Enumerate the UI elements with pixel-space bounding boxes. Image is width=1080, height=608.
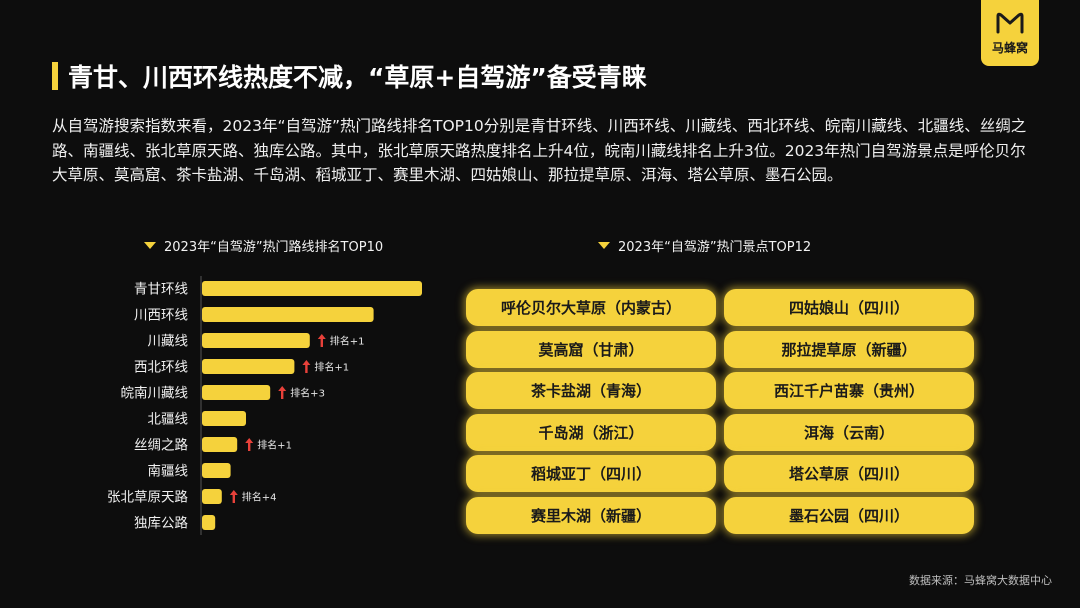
rank-change-label: 排名+1 — [257, 439, 292, 452]
m-logo-icon — [996, 12, 1024, 34]
spot-pill: 墨石公园（四川） — [724, 496, 974, 534]
route-bar — [202, 437, 238, 452]
spot-pill: 洱海（云南） — [724, 413, 974, 451]
triangle-icon — [598, 242, 610, 249]
category-label: 独库公路 — [134, 516, 188, 532]
route-bar — [202, 333, 310, 348]
page-title: 青甘、川西环线热度不减，“草原+自驾游”备受青睐 — [68, 63, 647, 92]
route-bar — [202, 411, 246, 426]
rank-change-label: 排名+3 — [290, 387, 325, 400]
rank-up-arrow-icon — [229, 490, 238, 503]
brand-name: 马蜂窝 — [991, 41, 1028, 55]
triangle-icon — [144, 242, 156, 249]
route-bar — [202, 281, 422, 296]
category-label: 川藏线 — [148, 334, 189, 350]
route-bar — [202, 385, 271, 400]
route-bar — [202, 359, 295, 374]
spot-pill: 莫高窟（甘肃） — [466, 330, 716, 368]
spot-pill: 四姑娘山（四川） — [724, 289, 974, 326]
rank-change-label: 排名+1 — [314, 361, 349, 374]
rank-change-label: 排名+1 — [330, 335, 365, 348]
category-label: 张北草原天路 — [107, 490, 188, 506]
route-bar — [202, 463, 231, 478]
category-label: 川西环线 — [134, 308, 188, 324]
data-source: 数据来源：马蜂窝大数据中心 — [909, 574, 1052, 587]
title-accent-bar — [52, 62, 58, 90]
spot-pill: 西江千户苗寨（贵州） — [724, 372, 974, 409]
spot-pill: 千岛湖（浙江） — [466, 413, 716, 451]
routes-bar-chart: 青甘环线川西环线川藏线 排名+1西北环线 排名+1皖南川藏线 排名+3北疆线丝绸之路排… — [107, 276, 422, 535]
spot-pill: 赛里木湖（新疆） — [466, 496, 716, 534]
category-label: 南疆线 — [148, 464, 189, 480]
spot-pill: 塔公草原（四川） — [724, 455, 974, 492]
route-bar — [202, 489, 222, 504]
category-label: 丝绸之路 — [134, 438, 188, 454]
spot-pill: 呼伦贝尔大草原（内蒙古） — [466, 289, 716, 326]
rank-change-label: 排名+4 — [242, 491, 277, 504]
rank-up-arrow-icon — [278, 386, 287, 399]
spot-pill: 那拉提草原（新疆） — [724, 330, 974, 368]
routes-title-text: 2023年“自驾游”热门路线排名TOP10 — [164, 240, 384, 255]
category-label: 青甘环线 — [134, 282, 188, 298]
routes-section-title: 2023年“自驾游”热门路线排名TOP10 — [144, 236, 383, 255]
route-bar — [202, 307, 374, 322]
spot-pill: 稻城亚丁（四川） — [466, 455, 716, 492]
category-label: 皖南川藏线 — [121, 386, 189, 402]
spots-section-title: 2023年“自驾游”热门景点TOP12 — [598, 236, 811, 255]
spot-pill: 茶卡盐湖（青海） — [466, 372, 716, 409]
category-label: 西北环线 — [134, 360, 188, 376]
rank-up-arrow-icon — [317, 334, 326, 347]
rank-up-arrow-icon — [245, 438, 254, 451]
spots-title-text: 2023年“自驾游”热门景点TOP12 — [618, 240, 812, 255]
category-label: 北疆线 — [148, 412, 189, 428]
brand-logo: 马蜂窝 — [981, 0, 1039, 66]
rank-up-arrow-icon — [302, 360, 311, 373]
route-bar — [202, 515, 216, 530]
intro-paragraph: 从自驾游搜索指数来看，2023年“自驾游”热门路线排名TOP10分别是青甘环线、… — [52, 117, 1027, 184]
